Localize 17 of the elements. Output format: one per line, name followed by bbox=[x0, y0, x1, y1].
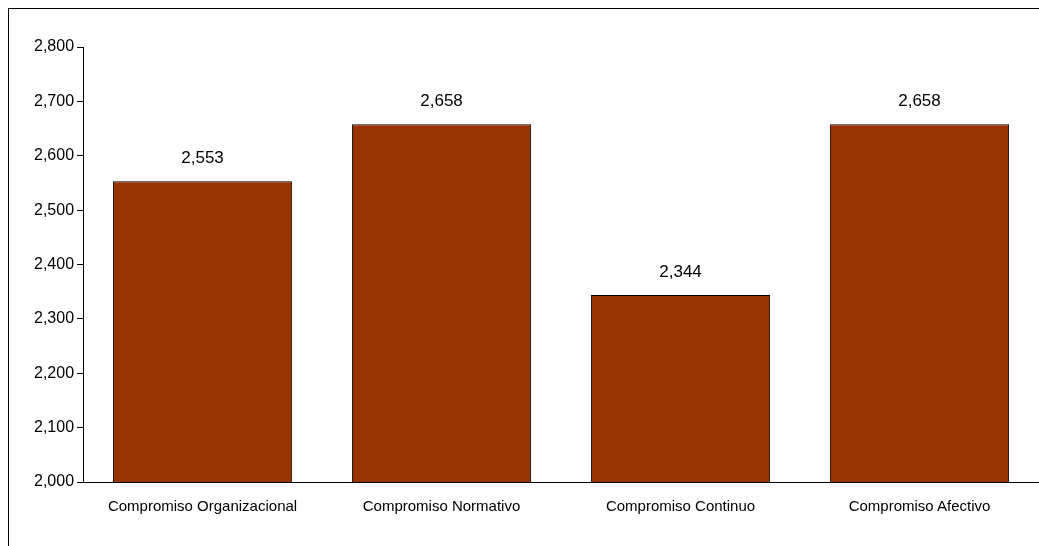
y-tick-label: 2,300 bbox=[33, 309, 75, 327]
y-tick-label: 2,600 bbox=[33, 146, 75, 164]
y-tick-label: 2,500 bbox=[33, 200, 75, 218]
x-tick-label: Compromiso Afectivo bbox=[848, 497, 991, 515]
data-label: 2,344 bbox=[659, 262, 702, 282]
data-label: 2,658 bbox=[898, 91, 941, 111]
y-tick-label: 2,800 bbox=[33, 37, 75, 55]
x-tick-label: Compromiso Continuo bbox=[605, 497, 756, 515]
y-tick-label: 2,200 bbox=[33, 363, 75, 381]
y-tick-label: 2,400 bbox=[33, 254, 75, 272]
data-label: 2,553 bbox=[181, 148, 224, 168]
data-label: 2,658 bbox=[420, 91, 463, 111]
y-tick-label: 2,700 bbox=[33, 91, 75, 109]
y-tick-label: 2,100 bbox=[33, 418, 75, 436]
x-tick-label: Compromiso Normativo bbox=[362, 497, 521, 515]
x-tick-label: Compromiso Organizacional bbox=[107, 497, 298, 515]
y-tick-label: 2,000 bbox=[33, 472, 75, 490]
